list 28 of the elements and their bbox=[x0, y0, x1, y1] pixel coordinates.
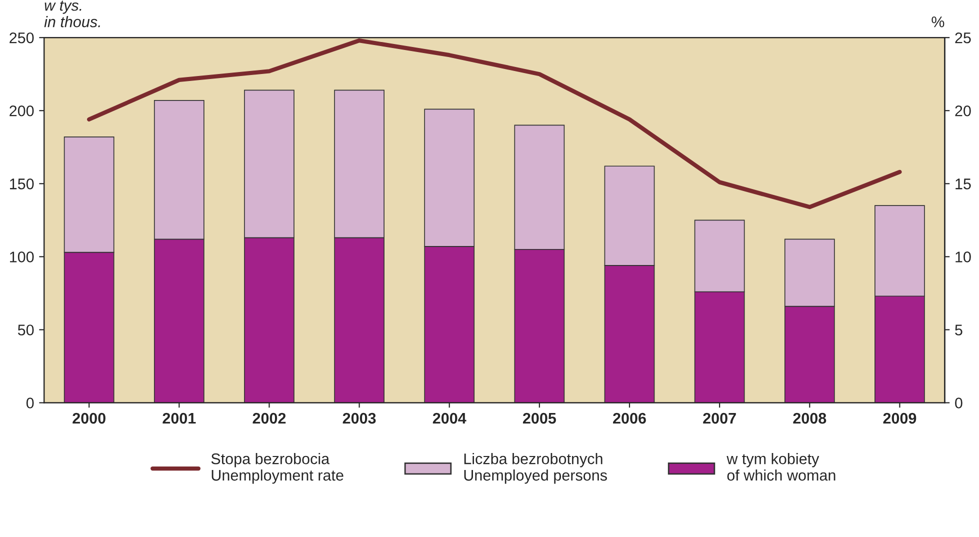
x-tick-label: 2008 bbox=[793, 412, 826, 424]
x-tick-label: 2005 bbox=[522, 412, 556, 424]
x-tick-label: 2004 bbox=[432, 412, 466, 424]
x-tick-label: 2006 bbox=[613, 412, 646, 424]
legend-label: Liczba bezrobotnych Unemployed persons bbox=[464, 453, 607, 484]
y-tick-label: 200 bbox=[10, 105, 34, 116]
y2-tick-label: 25 bbox=[955, 32, 971, 44]
y2-tick-label: 15 bbox=[956, 178, 971, 190]
y2-tick-label: 5 bbox=[955, 324, 962, 336]
line-series bbox=[87, 38, 902, 210]
y-tick-label: 100 bbox=[10, 252, 34, 262]
x-tick-label: 2000 bbox=[72, 412, 106, 424]
legend-label: Stopa bezrobocia Unemployment rate bbox=[211, 453, 344, 484]
y2-axis-title: % bbox=[932, 16, 944, 28]
x-tick-label: 2007 bbox=[703, 412, 736, 424]
y-tick-label: 0 bbox=[26, 398, 34, 408]
x-tick-label: 2009 bbox=[883, 412, 916, 424]
x-tick-label: 2002 bbox=[252, 412, 286, 424]
y-axis-title: w tys. in thous. bbox=[44, 0, 100, 28]
y-tick-label: 150 bbox=[10, 178, 34, 190]
x-tick-label: 2003 bbox=[342, 412, 376, 424]
y-tick-label: 50 bbox=[18, 324, 34, 336]
y2-tick-label: 20 bbox=[955, 105, 971, 116]
legend-label: w tym kobiety of which woman bbox=[726, 453, 836, 481]
y2-tick-label: 10 bbox=[956, 252, 971, 262]
y2-tick-label: 0 bbox=[955, 398, 962, 408]
x-tick-label: 2001 bbox=[162, 412, 196, 424]
y-tick-label: 250 bbox=[10, 32, 34, 44]
